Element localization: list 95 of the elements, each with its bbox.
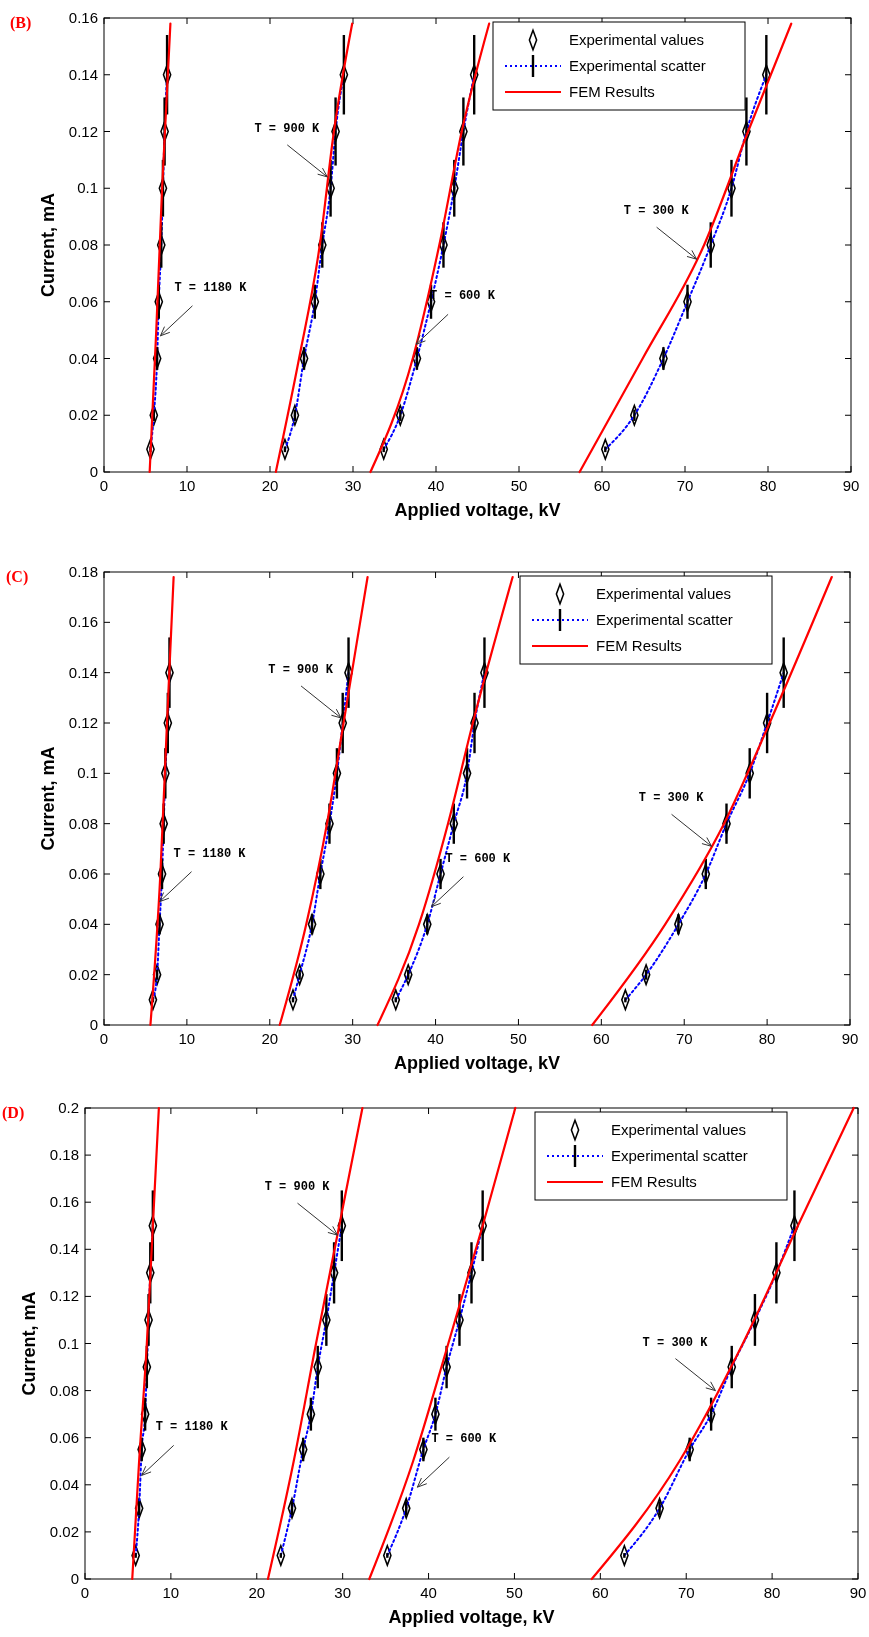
x-tick-label: 10	[178, 1030, 196, 1047]
y-tick-label: 0.2	[58, 1099, 79, 1116]
y-tick-label: 0	[89, 1016, 98, 1033]
x-axis-title: Applied voltage, kV	[394, 500, 561, 520]
y-tick-label: 0.16	[68, 613, 98, 631]
x-tick-label: 60	[591, 1584, 609, 1601]
y-tick-label: 0.1	[58, 1334, 79, 1352]
annotation: T = 300 K	[642, 1335, 709, 1350]
annotation: T = 300 K	[623, 204, 690, 219]
line-series	[148, 22, 172, 474]
x-tick-label: 90	[849, 1584, 867, 1601]
y-tick-label: 0.04	[68, 915, 98, 933]
y-tick-label: 0.02	[68, 406, 98, 424]
x-tick-label: 80	[758, 1030, 776, 1047]
x-tick-label: 70	[676, 477, 694, 494]
y-tick-label: 0.04	[68, 349, 98, 367]
x-tick-label: 60	[592, 1030, 610, 1047]
x-tick-label: 20	[248, 1584, 266, 1601]
legend-label: FEM Results	[569, 83, 655, 100]
y-tick-label: 0	[70, 1570, 79, 1587]
y-tick-label: 0.06	[68, 865, 98, 882]
x-tick-label: 70	[677, 1584, 695, 1601]
y-tick-label: 0.06	[49, 1428, 79, 1446]
annotation: T = 600 K	[445, 851, 512, 866]
y-tick-label: 0.14	[49, 1240, 79, 1258]
x-tick-label: 20	[261, 477, 279, 494]
legend-label: FEM Results	[611, 1173, 697, 1190]
line-series	[590, 1106, 855, 1581]
x-tick-label: 20	[261, 1030, 279, 1047]
annotation: T = 900 K	[254, 121, 321, 136]
y-axis-title: Current, mA	[38, 746, 58, 851]
x-tick-label: 40	[420, 1584, 437, 1601]
legend-label: Experimental values	[569, 31, 705, 48]
x-tick-label: 50	[506, 1584, 523, 1601]
legend-label: FEM Results	[596, 637, 682, 654]
legend-label: Experimental values	[611, 1121, 747, 1138]
x-axis-title: Applied voltage, kV	[393, 1053, 561, 1073]
x-tick-label: 30	[344, 1030, 362, 1047]
line-series	[376, 575, 514, 1027]
line-series	[149, 575, 175, 1027]
y-tick-label: 0.02	[49, 1522, 79, 1540]
x-tick-label: 50	[510, 1030, 527, 1047]
x-tick-label: 50	[510, 477, 528, 494]
annotation: T = 900 K	[268, 662, 334, 677]
y-tick-label: 0.04	[49, 1475, 79, 1493]
legend-label: Experimental scatter	[611, 1147, 748, 1164]
y-tick-label: 0.14	[68, 663, 98, 681]
annotation: T = 600 K	[431, 1432, 497, 1447]
x-tick-label: 10	[178, 477, 196, 494]
annotation: T = 900 K	[264, 1180, 331, 1195]
y-tick-label: 0.06	[68, 292, 98, 310]
line-series	[278, 575, 369, 1027]
y-tick-label: 0.1	[77, 179, 98, 197]
y-axis-title: Current, mA	[38, 192, 58, 298]
y-tick-label: 0.08	[68, 814, 98, 832]
chart-title: (D)	[2, 1104, 25, 1122]
annotation: T = 1180 K	[173, 846, 247, 861]
y-axis-title: Current, mA	[19, 1291, 39, 1396]
y-tick-label: 0.02	[68, 965, 98, 983]
y-tick-label: 0.12	[68, 714, 98, 731]
y-tick-label: 0.1	[77, 764, 98, 782]
annotation: T = 1180 K	[174, 280, 248, 295]
x-tick-label: 40	[427, 1030, 444, 1047]
y-tick-label: 0.16	[49, 1193, 79, 1211]
y-tick-label: 0.08	[49, 1381, 79, 1399]
x-tick-label: 80	[763, 1584, 781, 1601]
y-tick-label: 0.08	[68, 236, 98, 253]
chart-title: (C)	[6, 568, 29, 586]
line-series	[266, 1106, 364, 1581]
x-tick-label: 30	[344, 477, 362, 494]
chart-title: (B)	[10, 14, 32, 32]
x-tick-label: 40	[427, 477, 445, 494]
y-tick-label: 0.14	[68, 65, 98, 83]
annotation: T = 1180 K	[155, 1420, 229, 1435]
y-tick-label: 0.12	[49, 1287, 79, 1305]
x-tick-label: 30	[334, 1584, 352, 1601]
line-series	[591, 575, 833, 1027]
x-tick-label: 90	[841, 1030, 859, 1047]
legend-label: Experimental values	[596, 585, 732, 602]
legend-label: Experimental scatter	[596, 611, 733, 628]
y-tick-label: 0	[89, 463, 98, 480]
annotation: T = 300 K	[638, 791, 705, 806]
y-tick-label: 0.18	[49, 1146, 79, 1164]
x-tick-label: 80	[759, 477, 777, 494]
x-tick-label: 70	[675, 1030, 693, 1047]
y-tick-label: 0.16	[68, 9, 98, 26]
x-tick-label: 10	[162, 1584, 180, 1601]
x-tick-label: 90	[842, 477, 860, 494]
y-tick-label: 0.18	[68, 563, 98, 580]
y-tick-label: 0.12	[68, 122, 98, 140]
x-axis-title: Applied voltage, kV	[388, 1607, 555, 1627]
x-tick-label: 60	[593, 477, 611, 494]
line-series	[368, 1106, 517, 1581]
legend-label: Experimental scatter	[569, 57, 706, 74]
line-series	[274, 22, 354, 474]
